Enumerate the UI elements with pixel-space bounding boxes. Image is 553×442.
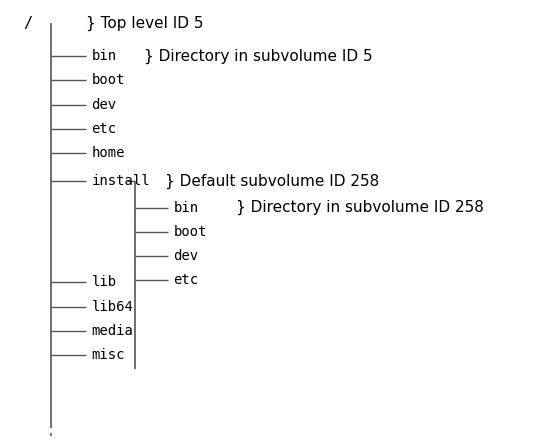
Text: bin: bin: [92, 50, 117, 63]
Text: media: media: [92, 324, 133, 338]
Text: misc: misc: [92, 348, 125, 362]
Text: } Default subvolume ID 258: } Default subvolume ID 258: [165, 174, 379, 189]
Text: lib: lib: [92, 275, 117, 290]
Text: } Top level ID 5: } Top level ID 5: [86, 16, 204, 31]
Text: boot: boot: [174, 225, 207, 239]
Text: etc: etc: [92, 122, 117, 136]
Text: boot: boot: [92, 73, 125, 88]
Text: home: home: [92, 146, 125, 160]
Text: etc: etc: [174, 273, 199, 287]
Text: /: /: [23, 16, 33, 31]
Text: dev: dev: [174, 249, 199, 263]
Text: install: install: [92, 175, 150, 188]
Text: } Directory in subvolume ID 5: } Directory in subvolume ID 5: [144, 49, 372, 64]
Text: bin: bin: [174, 201, 199, 215]
Text: dev: dev: [92, 98, 117, 112]
Text: lib64: lib64: [92, 300, 133, 314]
Text: } Directory in subvolume ID 258: } Directory in subvolume ID 258: [237, 200, 484, 215]
